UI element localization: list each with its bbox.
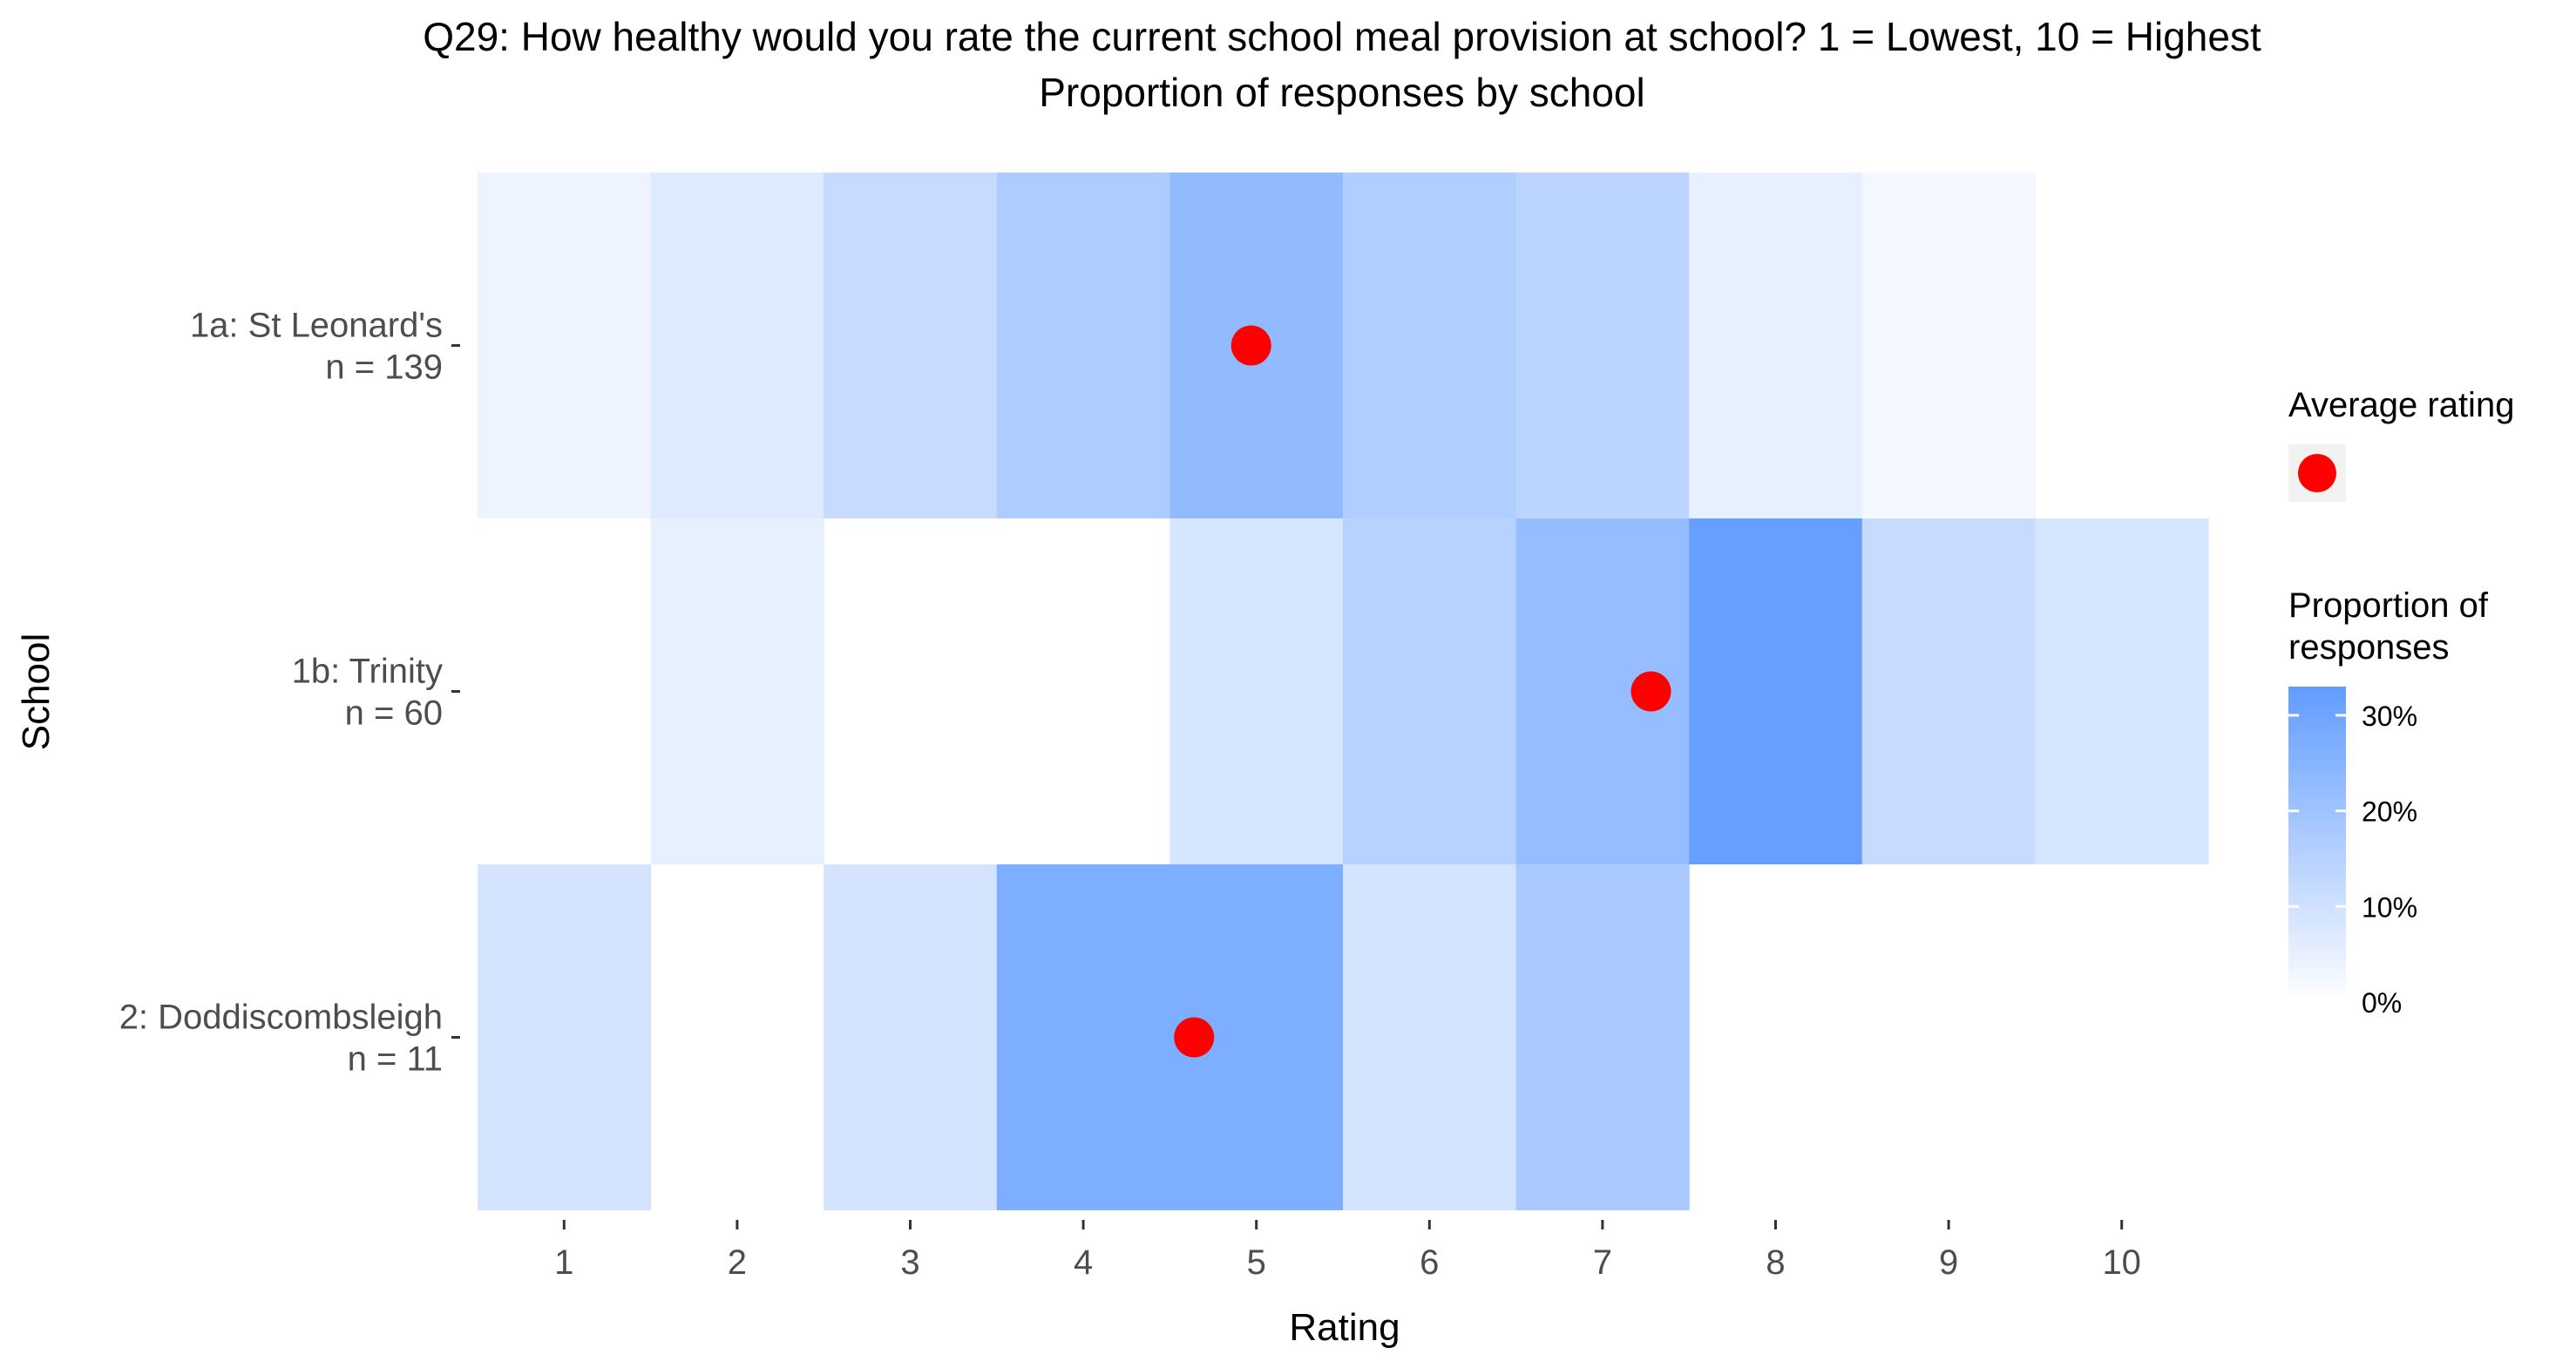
legend-ticks: 0% 10% 20% 30% [2288,701,2417,1019]
heatmap-cell [1861,518,2036,864]
average-point [1174,1017,1215,1058]
legend-fill-title-line2: responses [2288,628,2450,667]
x-tick-label: 9 [1939,1243,1958,1282]
chart-subtitle: Proportion of responses by school [1039,70,1645,115]
y-axis-title: School [15,633,58,751]
heatmap-cell [824,173,998,518]
y-tick-label-n: n = 11 [348,1040,443,1079]
chart-title: Q29: How healthy would you rate the curr… [423,14,2261,59]
heatmap-cell [824,864,998,1210]
heatmap-cell [2035,518,2209,864]
y-tick-label-school: 1b: Trinity [292,653,443,691]
x-tick-label: 8 [1766,1243,1785,1282]
legend-average-point [2298,454,2336,492]
heatmap-cells [478,173,2209,1210]
legend-average-title: Average rating [2288,386,2514,424]
legend-tick-label: 0% [2362,987,2402,1019]
x-tick-label: 1 [554,1243,573,1282]
x-tick-label: 4 [1074,1243,1093,1282]
heatmap-cell [1343,173,1517,518]
average-point [1630,671,1671,712]
heatmap-cell [1169,518,1344,864]
y-tick-label-school: 1a: St Leonard's [190,307,443,345]
heatmap-cell [1515,864,1690,1210]
x-tick-label: 5 [1247,1243,1266,1282]
legend-tick-label: 30% [2362,701,2417,732]
legend-tick-label: 10% [2362,891,2417,923]
x-tick-label: 10 [2102,1243,2141,1282]
heatmap-cell [1689,518,1863,864]
legend: Average rating Proportion of responses 0… [2288,386,2514,1019]
legend-colorbar [2288,687,2346,1002]
average-points [1174,325,1671,1058]
x-axis: 1 2 3 4 5 6 7 8 9 10 [554,1220,2141,1282]
heatmap-cell [1343,518,1517,864]
x-tick-label: 3 [900,1243,919,1282]
x-axis-title: Rating [1289,1306,1400,1349]
heatmap-cell [1343,864,1517,1210]
heatmap-cell [996,864,1170,1210]
legend-fill-title-line1: Proportion of [2288,586,2489,625]
heatmap-cell [1515,173,1690,518]
heatmap-cell [478,173,652,518]
x-tick-label: 7 [1593,1243,1612,1282]
heatmap-cell [1689,173,1863,518]
x-tick-label: 6 [1420,1243,1439,1282]
y-tick-label-n: n = 60 [345,694,443,733]
average-point [1230,325,1271,366]
x-tick-label: 2 [728,1243,747,1282]
heatmap-cell [650,173,824,518]
heatmap-cell [996,173,1170,518]
y-tick-label-school: 2: Doddiscombsleigh [119,999,443,1037]
heatmap-cell [650,518,824,864]
y-tick-label-n: n = 139 [325,349,443,387]
heatmap-cell [1861,173,2036,518]
legend-tick-label: 20% [2362,796,2417,828]
heatmap-cell [478,864,652,1210]
